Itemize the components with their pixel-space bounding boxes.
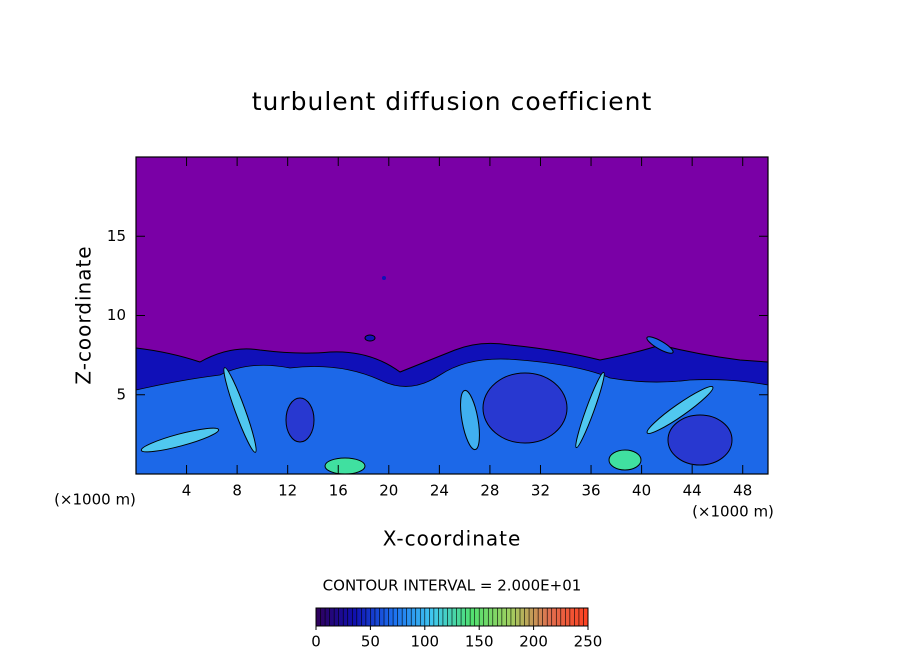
x-tick-label: 28: [480, 482, 499, 500]
y-unit-label: (×1000 m): [54, 491, 136, 509]
x-tick-label: 32: [531, 482, 550, 500]
x-tick-label: 8: [232, 482, 242, 500]
x-tick-label: 4: [182, 482, 192, 500]
x-tick-label: 20: [379, 482, 398, 500]
contour-interval: CONTOUR INTERVAL = 2.000E+01: [323, 577, 582, 595]
x-unit-label: (×1000 m): [692, 503, 774, 521]
colorbar-tick-label: 150: [465, 633, 494, 651]
colorbar-tick-label: 100: [410, 633, 439, 651]
x-tick-label: 24: [430, 482, 449, 500]
colorbar-tick-label: 250: [574, 633, 603, 651]
y-axis-label: Z-coordinate: [72, 245, 96, 384]
field: [136, 157, 768, 474]
x-tick-label: 36: [581, 482, 600, 500]
x-tick-label: 40: [632, 482, 651, 500]
y-tick-label: 10: [107, 306, 126, 324]
x-tick-label: 16: [329, 482, 348, 500]
x-tick-label: 48: [733, 482, 752, 500]
colorbar-tick-label: 0: [311, 633, 321, 651]
chart-title: turbulent diffusion coefficient: [252, 87, 653, 116]
y-tick-label: 5: [116, 385, 126, 403]
colorbar-tick-label: 200: [519, 633, 548, 651]
colorbar-tick-label: 50: [361, 633, 380, 651]
x-axis-label: X-coordinate: [383, 527, 522, 551]
x-tick-label: 12: [278, 482, 297, 500]
x-tick-label: 44: [683, 482, 702, 500]
y-tick-label: 15: [107, 227, 126, 245]
